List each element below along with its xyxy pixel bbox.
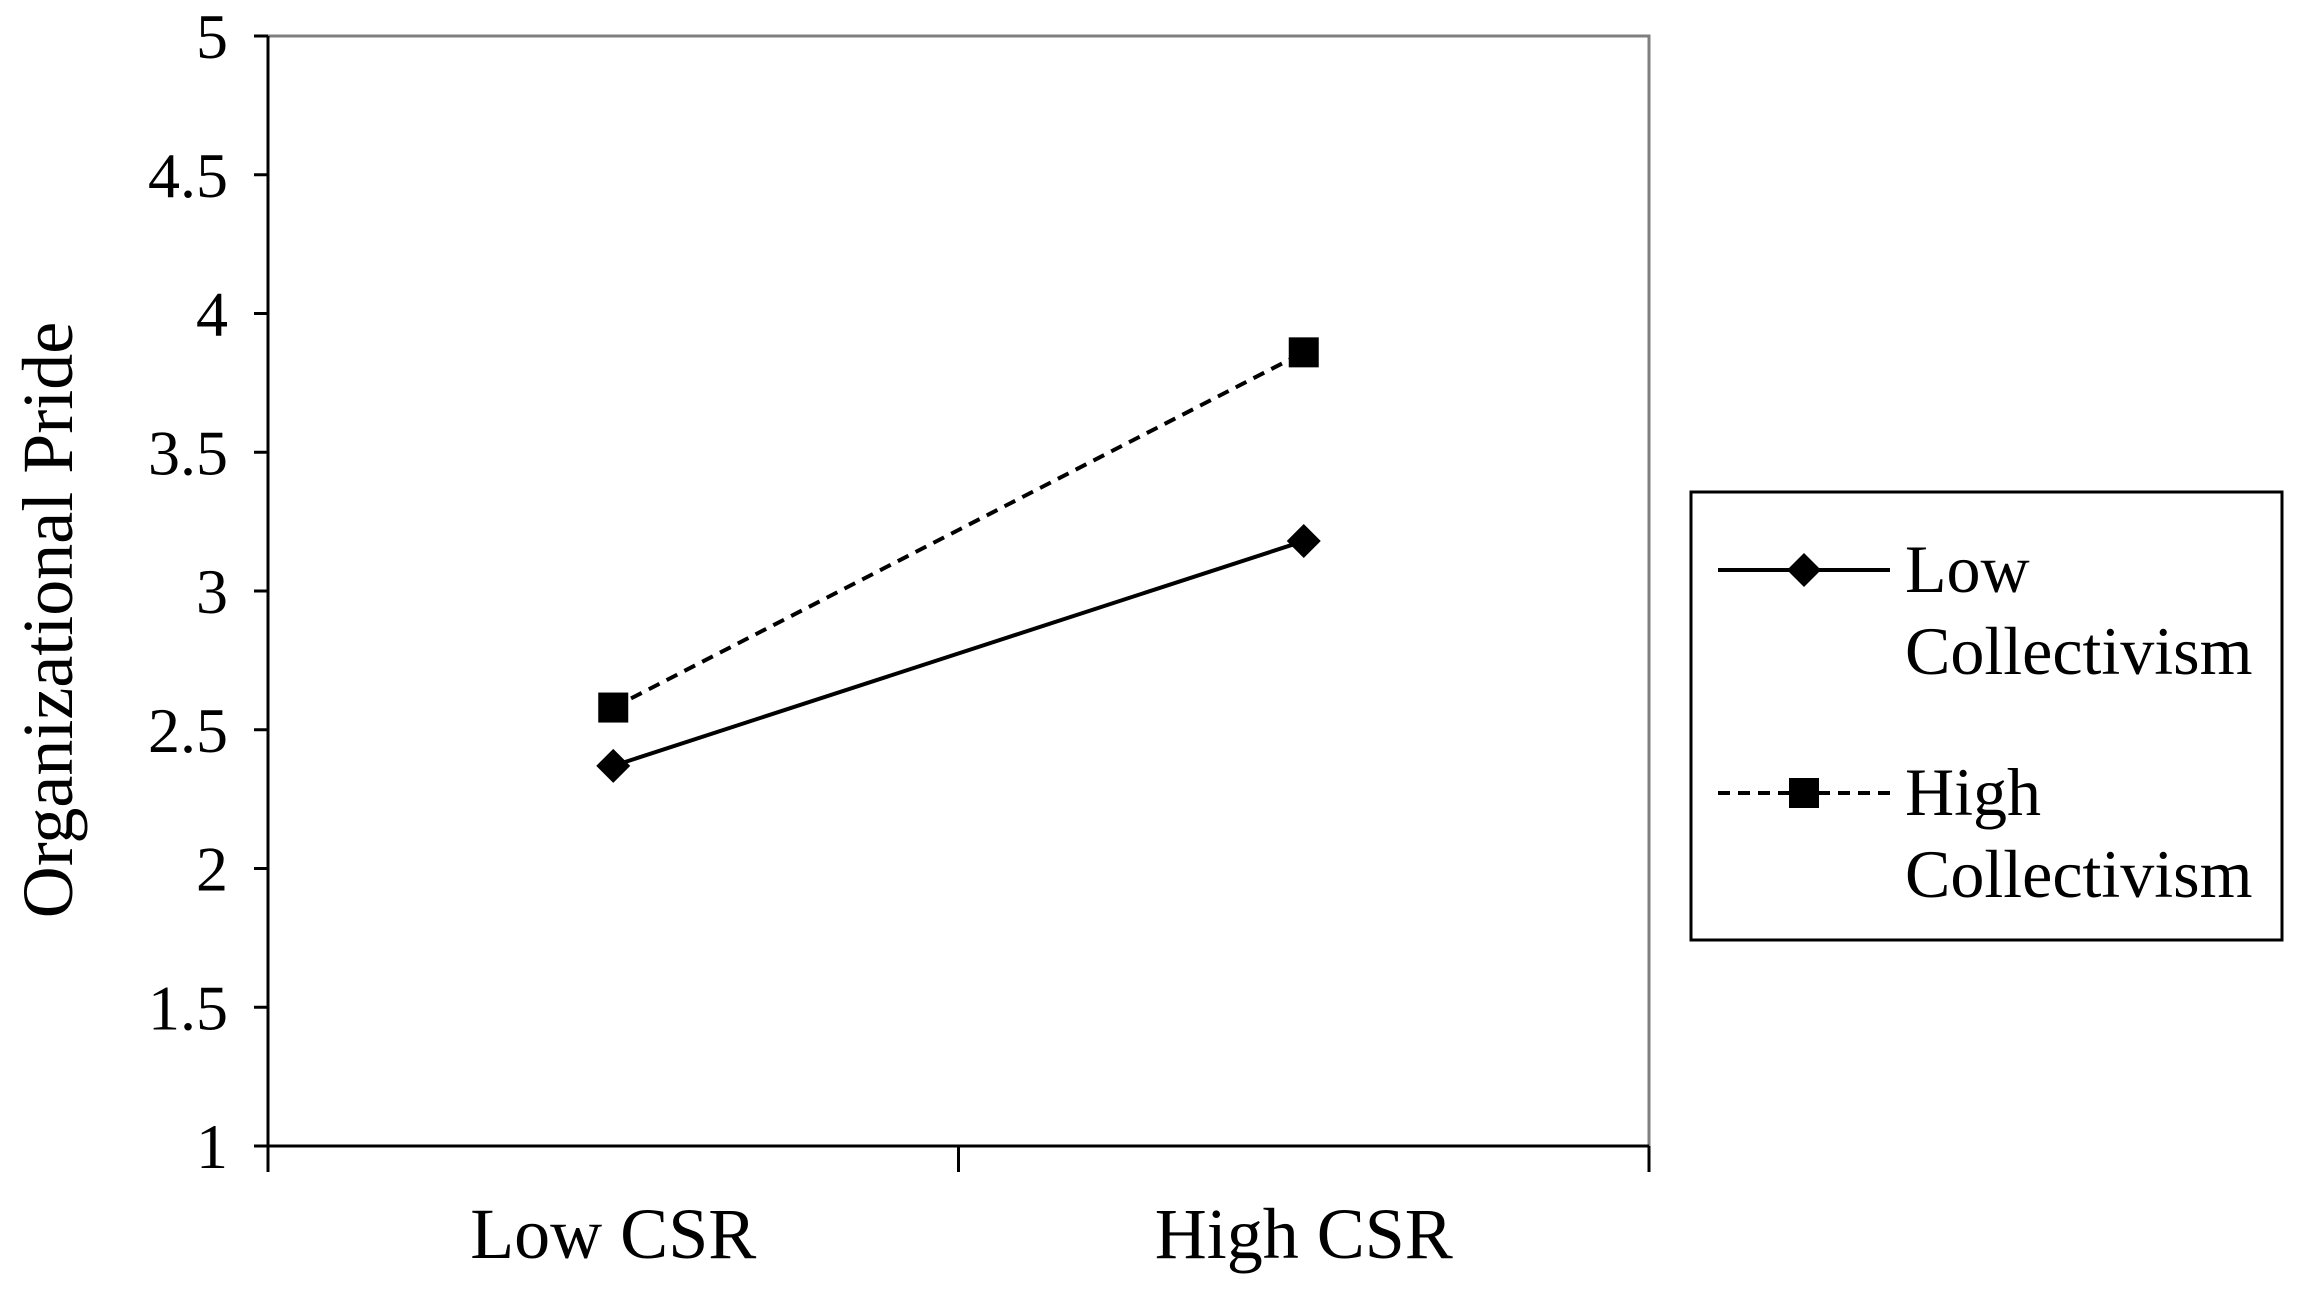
legend-label: High [1905,754,2041,830]
data-point [596,748,631,783]
series-line [612,539,1305,768]
y-tick-label: 3 [196,556,228,627]
y-tick-label: 4 [196,279,228,350]
y-tick-label: 5 [196,1,228,72]
y-axis-title: Organizational Pride [8,322,88,919]
plot-area [266,34,1651,1148]
series-layer [596,337,1321,783]
y-tick-label: 2.5 [148,695,228,766]
legend-box [1689,490,2284,942]
legend-label: Low [1905,531,2030,607]
x-tick-label: High CSR [1155,1194,1453,1274]
legend-label: Collectivism [1905,613,2253,689]
legend-label: Collectivism [1905,836,2253,912]
data-point [1288,337,1319,368]
y-tick-label: 4.5 [148,140,228,211]
x-axis-ticks: Low CSR High CSR [266,1146,1651,1274]
y-tick-label: 1 [196,1111,228,1182]
data-point [1286,524,1321,559]
x-tick-label: Low CSR [470,1194,756,1274]
y-tick-label: 1.5 [148,972,228,1043]
series-high-collectivism [598,337,1319,723]
series-line [612,350,1305,710]
series-low-collectivism [596,524,1321,783]
y-axis-ticks: 1 1.5 2 2.5 3 3.5 4 4.5 5 [148,1,268,1182]
data-point [598,692,629,723]
y-tick-label: 2 [196,834,228,905]
legend-marker [1787,553,1821,587]
legend-marker [1789,778,1819,808]
y-tick-label: 3.5 [148,417,228,488]
